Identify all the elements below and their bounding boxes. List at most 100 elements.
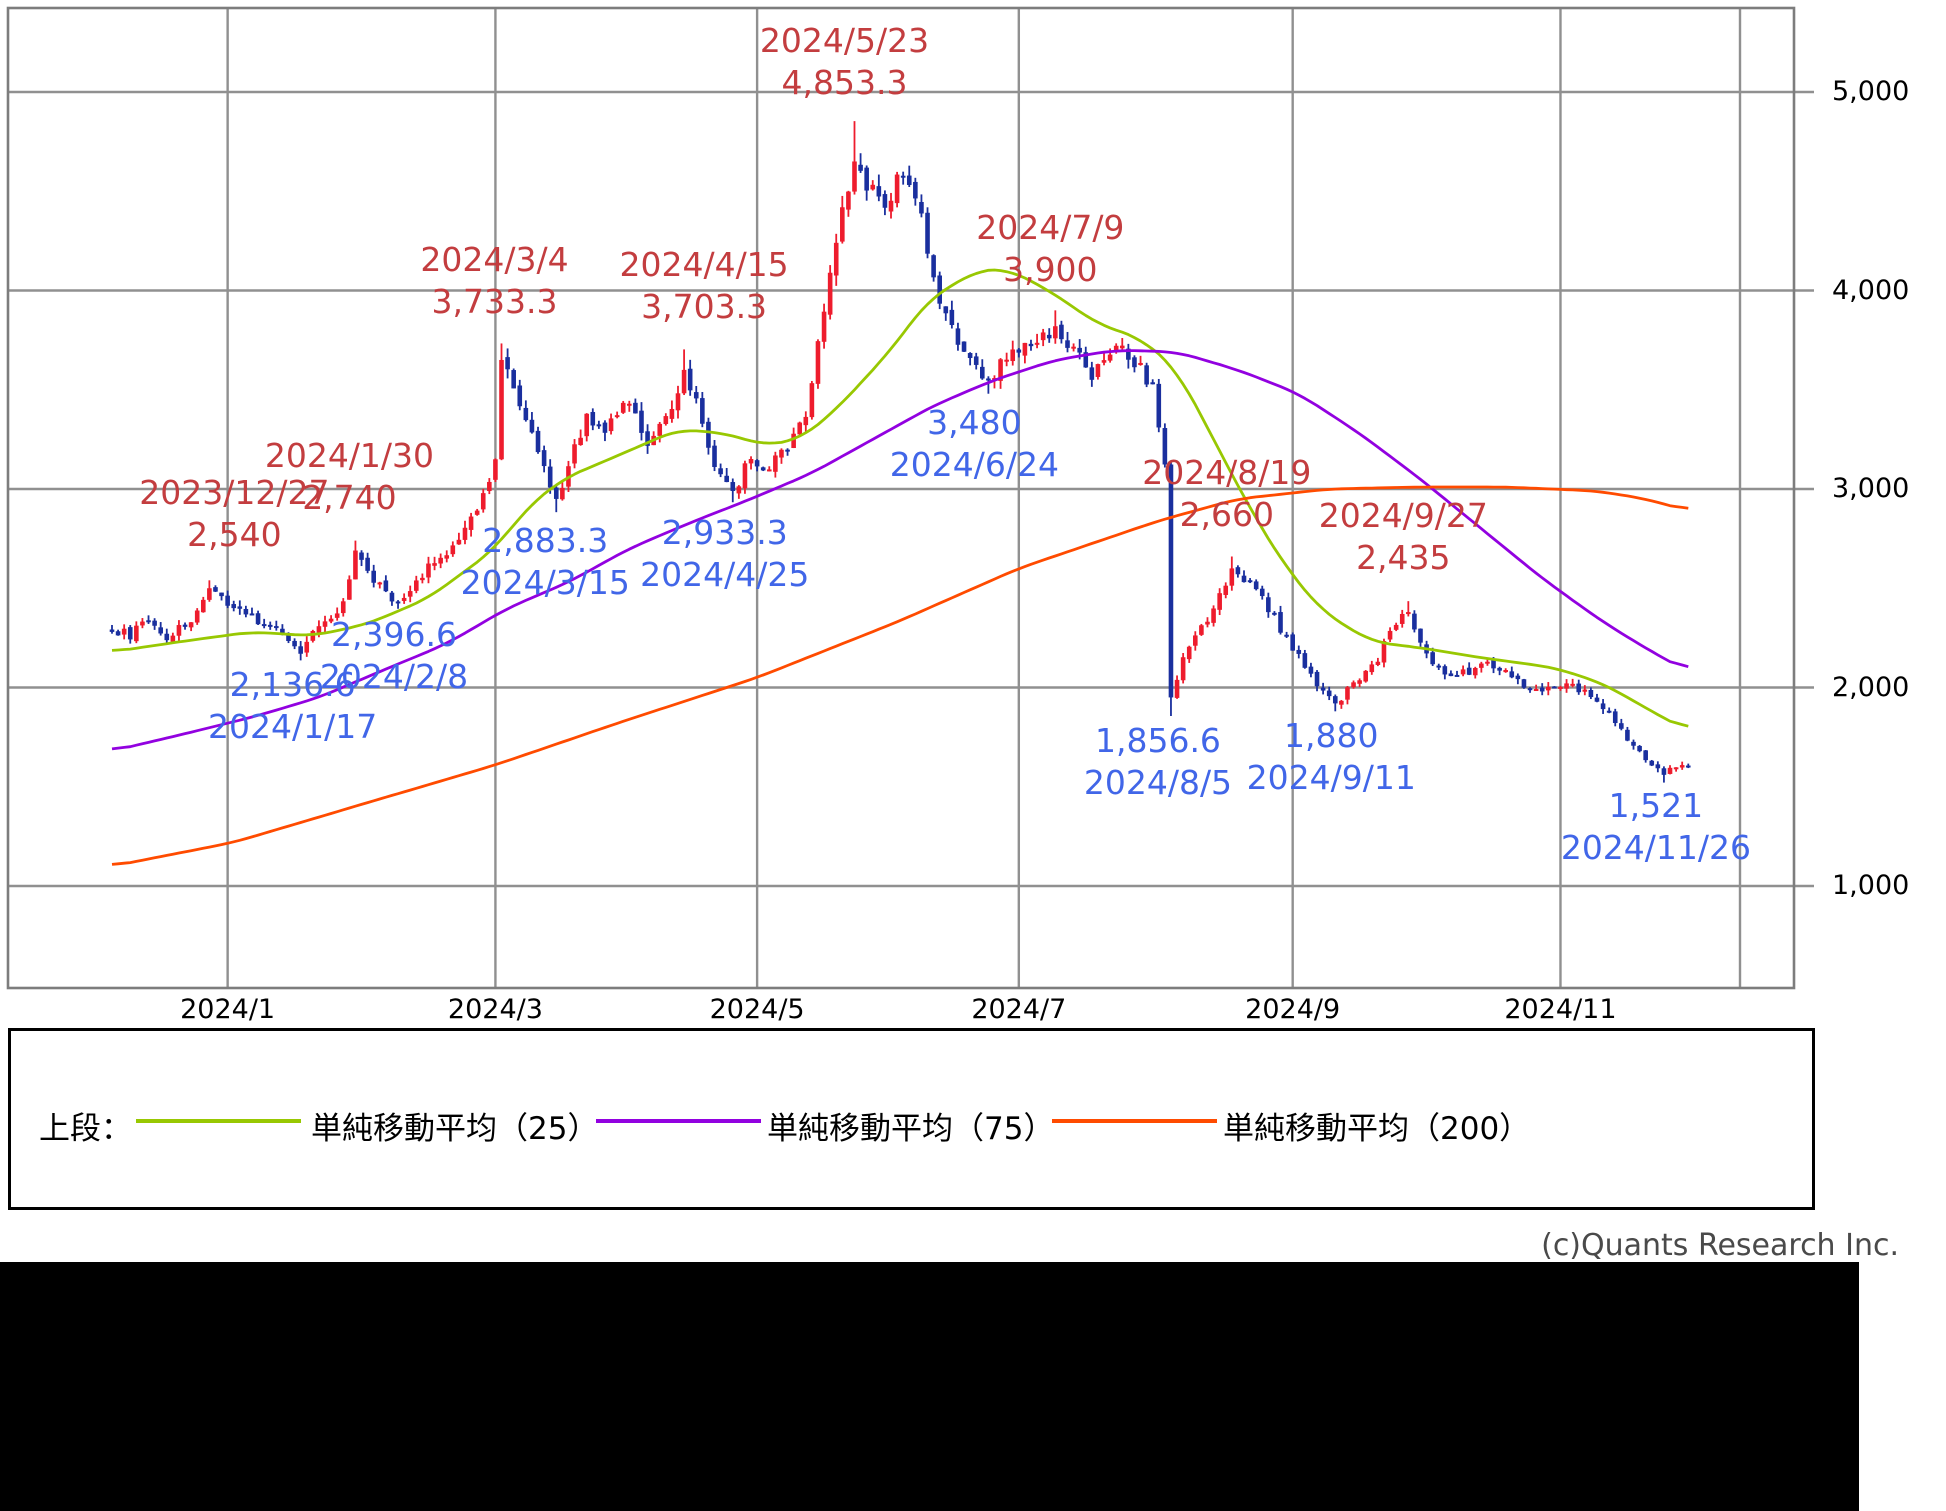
candle-body bbox=[1393, 624, 1399, 630]
annotation-value: 2,933.3 bbox=[661, 513, 788, 553]
candle-body bbox=[572, 444, 577, 464]
annotation-low: 1,880 2024/9/11 bbox=[1247, 715, 1416, 799]
ma200-line-swatch bbox=[1052, 1119, 1217, 1123]
ma25-line-swatch bbox=[136, 1119, 301, 1123]
x-axis-label: 2024/9 bbox=[1245, 994, 1341, 1025]
candle-body bbox=[371, 570, 376, 583]
annotation-value: 4,853.3 bbox=[781, 63, 908, 103]
candle-body bbox=[535, 430, 541, 453]
copyright-text: (c)Quants Research Inc. bbox=[1541, 1228, 1899, 1263]
candle-body bbox=[700, 398, 705, 424]
candle-body bbox=[1588, 689, 1594, 698]
candle-body bbox=[584, 413, 590, 437]
candle-body bbox=[1576, 683, 1582, 693]
candle-body bbox=[602, 422, 608, 433]
candle-body bbox=[815, 341, 821, 384]
candle-body bbox=[718, 468, 723, 475]
candle-body bbox=[353, 550, 358, 580]
candle-body bbox=[1442, 666, 1448, 675]
candle-body bbox=[298, 646, 303, 654]
candle-body bbox=[407, 591, 413, 597]
candle-body bbox=[1412, 613, 1417, 630]
candle-body bbox=[1272, 612, 1277, 615]
candle-body bbox=[919, 201, 924, 214]
y-axis-label: 4,000 bbox=[1832, 274, 1910, 306]
candle-body bbox=[1150, 382, 1156, 385]
candle-body bbox=[1046, 334, 1052, 339]
candle-body bbox=[681, 369, 687, 394]
candle-body bbox=[1606, 710, 1612, 713]
candle-body bbox=[1217, 593, 1222, 610]
annotation-date: 2024/9/27 bbox=[1318, 496, 1488, 536]
candle-body bbox=[1436, 665, 1442, 668]
candle-body bbox=[365, 557, 370, 571]
candle-body bbox=[1564, 683, 1569, 689]
candle-body bbox=[359, 552, 364, 560]
annotation-date: 2024/5/23 bbox=[759, 21, 930, 61]
candle-body bbox=[888, 200, 894, 212]
annotation-value: 2,136.6 bbox=[229, 665, 356, 705]
candle-body bbox=[1600, 703, 1606, 710]
candle-body bbox=[1375, 661, 1381, 665]
candle-body bbox=[322, 621, 328, 627]
annotation-value: 2,396.6 bbox=[331, 614, 458, 654]
candle-body bbox=[1302, 653, 1308, 668]
candle-body bbox=[170, 635, 176, 642]
candle-body bbox=[1053, 326, 1058, 339]
candle-body bbox=[267, 624, 273, 627]
candle-body bbox=[420, 577, 425, 581]
annotation-date: 2023/12/27 bbox=[139, 473, 330, 513]
bottom-black-bar bbox=[0, 1262, 1859, 1511]
x-axis-label: 2024/11 bbox=[1504, 994, 1617, 1025]
candle-body bbox=[1673, 767, 1679, 770]
candle-body bbox=[1241, 575, 1247, 583]
candle-body bbox=[529, 419, 535, 433]
annotation-low: 1,856.6 2024/8/5 bbox=[1084, 720, 1232, 804]
x-axis-label: 2024/7 bbox=[971, 994, 1067, 1025]
candle-body bbox=[487, 481, 492, 492]
annotation-date: 2024/3/4 bbox=[420, 240, 569, 280]
candle-body bbox=[140, 621, 145, 626]
candle-body bbox=[1619, 723, 1624, 729]
candle-body bbox=[152, 620, 157, 626]
candle-body bbox=[669, 408, 675, 419]
candle-body bbox=[1326, 690, 1332, 697]
annotation-high: 2024/1/30 2,740 bbox=[265, 435, 434, 519]
plot-border bbox=[6, 6, 1796, 990]
candle-body bbox=[608, 418, 614, 432]
candle-body bbox=[724, 475, 729, 483]
candle-body bbox=[493, 459, 498, 480]
candle-body bbox=[754, 460, 760, 467]
ma-line-25 bbox=[111, 268, 1689, 728]
candle-body bbox=[121, 628, 127, 635]
candle-body bbox=[383, 580, 389, 592]
candle-body bbox=[1113, 345, 1119, 353]
candle-body bbox=[766, 469, 772, 472]
candle-body bbox=[821, 311, 827, 342]
candle-body bbox=[1028, 343, 1034, 347]
candle-body bbox=[785, 449, 790, 452]
y-axis-label: 3,000 bbox=[1832, 473, 1910, 504]
candle-body bbox=[1296, 649, 1302, 654]
candle-body bbox=[1174, 679, 1180, 698]
candle-body bbox=[1259, 588, 1265, 597]
candle-body bbox=[328, 618, 334, 622]
candle-body bbox=[1357, 680, 1362, 684]
annotation-high: 2024/3/4 3,733.3 bbox=[420, 239, 568, 323]
annotation-date: 2024/6/24 bbox=[889, 444, 1059, 484]
ma75-line-swatch bbox=[596, 1119, 761, 1123]
candle-body bbox=[931, 255, 936, 278]
candle-body bbox=[1186, 646, 1192, 660]
candle-body bbox=[1138, 362, 1143, 365]
candle-body bbox=[906, 175, 912, 185]
candle-body bbox=[1472, 668, 1478, 676]
candle-body bbox=[146, 620, 151, 623]
candle-body bbox=[1570, 683, 1575, 686]
candle-body bbox=[389, 592, 395, 602]
candle-body bbox=[1205, 621, 1210, 625]
candle-body bbox=[499, 359, 504, 460]
candle-body bbox=[620, 402, 626, 413]
annotation-value: 2,660 bbox=[1179, 495, 1275, 535]
candle-body bbox=[243, 608, 249, 615]
candle-body bbox=[846, 191, 851, 210]
